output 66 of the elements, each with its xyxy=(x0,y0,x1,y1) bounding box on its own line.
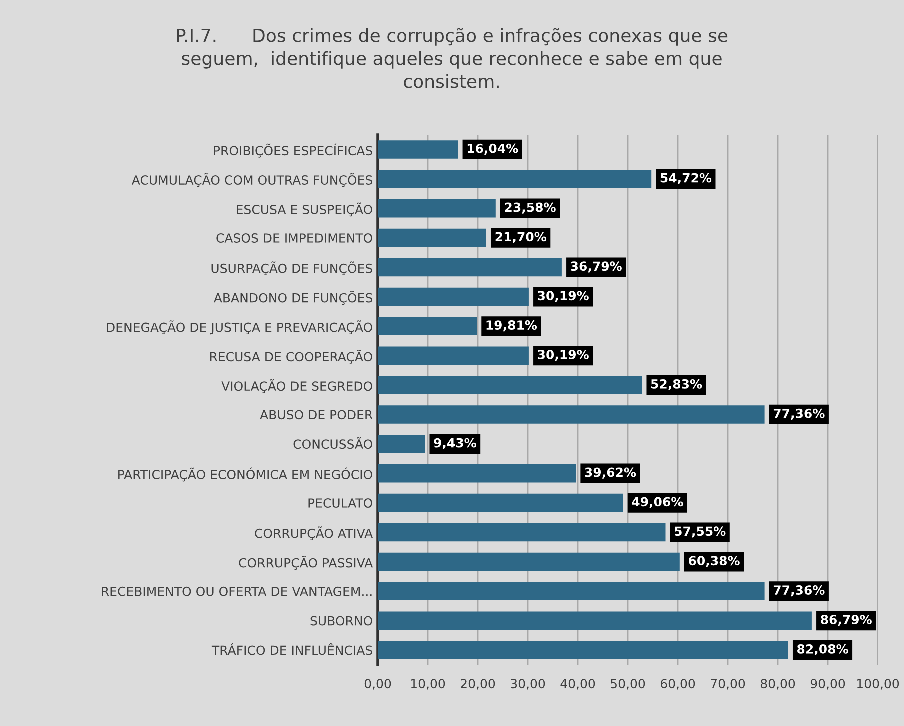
data-label: 39,62% xyxy=(585,468,636,479)
y-tick-label: CASOS DE IMPEDIMENTO xyxy=(216,234,372,243)
x-tick-label: 30,00 xyxy=(511,679,546,690)
bar xyxy=(378,523,666,542)
y-tick-label: RECEBIMENTO OU OFERTA DE VANTAGEM... xyxy=(102,586,372,596)
bar xyxy=(378,435,426,454)
y-tick-label: ABANDONO DE FUNÇÕES xyxy=(214,291,372,305)
y-tick-label: SUBORNO xyxy=(310,616,372,626)
data-label: 77,36% xyxy=(774,408,825,420)
y-tick-label: DENEGAÇÃO DE JUSTIÇA E PREVARICAÇÃO xyxy=(107,320,372,335)
bar xyxy=(378,376,642,394)
x-tick-label: 20,00 xyxy=(461,679,496,690)
data-label: 36,79% xyxy=(571,262,622,273)
bar xyxy=(378,288,529,306)
y-tick-label: CORRUPÇÃO ATIVA xyxy=(255,526,374,541)
bar xyxy=(378,582,765,601)
x-tick-label: 100,00 xyxy=(858,679,900,690)
y-tick-label: ESCUSA E SUSPEIÇÃO xyxy=(237,202,372,217)
y-tick-label: PARTICIPAÇÃO ECONÓMICA EM NEGÓCIO xyxy=(118,468,372,482)
chart-title: P.I.7. Dos crimes de corrupção e infrações conexas que se seguem, identifique aqueles que reconhece e sabe em que consistem. xyxy=(177,28,728,88)
data-label: 86,79% xyxy=(821,615,872,626)
data-label: 77,36% xyxy=(774,586,825,597)
x-tick-label: 90,00 xyxy=(810,679,846,690)
bar xyxy=(378,317,478,336)
x-tick-label: 50,00 xyxy=(611,679,646,690)
data-label: 52,83% xyxy=(651,379,702,390)
y-tick-label: CORRUPÇÃO PASSIVA xyxy=(239,556,374,570)
data-label: 30,19% xyxy=(538,291,589,302)
y-tick-label: VIOLAÇÃO DE SEGREDO xyxy=(222,379,372,394)
x-tick-label: 0,00 xyxy=(364,679,392,690)
bar xyxy=(378,464,576,483)
bar xyxy=(378,140,458,159)
y-tick-label: PROIBIÇÕES ESPECÍFICAS xyxy=(214,144,372,158)
data-label: 19,81% xyxy=(486,320,538,332)
data-label: 21,70% xyxy=(496,232,546,244)
bar xyxy=(378,199,496,218)
y-tick-label: PECULATO xyxy=(308,498,372,508)
data-label: 30,19% xyxy=(538,350,589,362)
data-label: 16,04% xyxy=(468,144,518,155)
data-label: 49,06% xyxy=(632,497,684,508)
bar xyxy=(378,641,788,660)
x-tick-label: 40,00 xyxy=(560,679,596,690)
bar xyxy=(378,170,652,188)
y-tick-label: ACUMULAÇÃO COM OUTRAS FUNÇÕES xyxy=(132,173,372,188)
data-label: 60,38% xyxy=(689,556,740,568)
bar xyxy=(378,258,562,277)
y-tick-label: CONCUSSÃO xyxy=(294,437,372,450)
bar xyxy=(378,612,812,630)
y-tick-label: TRÁFICO DE INFLUÊNCIAS xyxy=(212,643,372,656)
bar xyxy=(378,406,765,424)
bar xyxy=(378,494,624,512)
bar xyxy=(378,346,529,365)
x-tick-label: 80,00 xyxy=(760,679,796,690)
data-label: 82,08% xyxy=(797,644,848,656)
y-tick-label: RECUSA DE COOPERAÇÃO xyxy=(210,350,372,364)
bar xyxy=(378,552,680,572)
x-tick-label: 60,00 xyxy=(660,679,696,690)
data-label: 9,43% xyxy=(434,438,476,450)
data-label: 57,55% xyxy=(675,526,726,538)
bar xyxy=(378,228,486,248)
x-tick-label: 70,00 xyxy=(711,679,746,690)
y-tick-label: ABUSO DE PODER xyxy=(260,410,373,420)
data-label: 23,58% xyxy=(505,202,556,214)
x-tick-label: 10,00 xyxy=(411,679,446,690)
data-label: 54,72% xyxy=(660,173,712,184)
y-tick-label: USURPAÇÃO DE FUNÇÕES xyxy=(212,262,372,276)
